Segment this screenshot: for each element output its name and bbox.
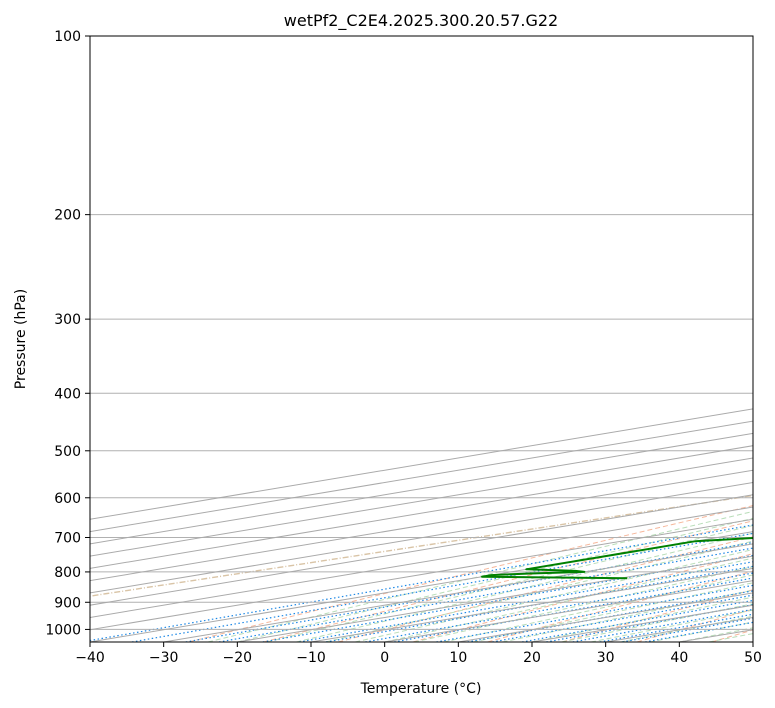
x-tick-label: −10 [296,650,326,666]
chart-title: wetPf2_C2E4.2025.300.20.57.G22 [284,11,558,31]
y-tick-label: 200 [54,208,81,224]
x-tick-label: 40 [670,650,688,666]
moist-adiabat [325,540,753,642]
y-tick-label: 100 [54,29,81,45]
y-tick-label: 800 [54,565,81,581]
moist-adiabat [384,557,753,642]
y-tick-label: 400 [54,386,81,402]
x-tick-label: 30 [597,650,615,666]
plot-frame [89,35,754,643]
moist-adiabat [266,524,753,642]
y-tick-label: 1000 [45,622,81,638]
y-tick-label: 900 [54,595,81,611]
dry-adiabat [263,520,753,642]
moist-adiabat [443,574,753,642]
x-tick-label: 10 [449,650,467,666]
x-tick-label: −40 [75,650,105,666]
x-axis-label: Temperature (°C) [360,681,482,697]
x-tick-label: 20 [523,650,541,666]
x-tick-label: −20 [223,650,253,666]
isotherm-gridline [90,457,753,569]
dry-adiabat [487,570,753,642]
y-tick-label: 300 [54,312,81,328]
x-tick-label: 50 [744,650,762,666]
y-tick-label: 600 [54,491,81,507]
y-axis-ticks: 100 200 300 400 500 600 700 800 900 1000 [45,29,90,638]
x-tick-label: −30 [149,650,179,666]
dry-adiabat [338,536,753,642]
mixing-ratio-line [572,608,753,642]
y-axis-label: Pressure (hPa) [13,289,29,389]
plot-area [90,36,753,642]
mixing-ratio-line [299,561,753,642]
isotherm-gridline [90,506,753,618]
mixing-ratio-line [492,594,753,642]
isotherm-gridline [90,518,753,631]
moist-adiabat [531,596,753,642]
y-tick-label: 700 [54,531,81,547]
mixing-ratio-line [90,524,753,642]
mixing-ratio-line [546,604,753,642]
x-tick-label: 0 [380,650,389,666]
moist-adiabat [296,532,753,642]
isotherm-gridline [90,432,753,545]
mixing-ratio-line [521,599,753,642]
y-tick-label: 500 [54,444,81,460]
x-axis-ticks: −40 −30 −20 −10 0 10 20 30 40 50 [75,642,762,666]
mixing-ratio-line [131,532,753,642]
isotherm-gridline [90,445,753,557]
isotherm-gridline [90,481,753,594]
isotherm-gridline [90,494,753,606]
isotherm-gridline [90,469,753,582]
